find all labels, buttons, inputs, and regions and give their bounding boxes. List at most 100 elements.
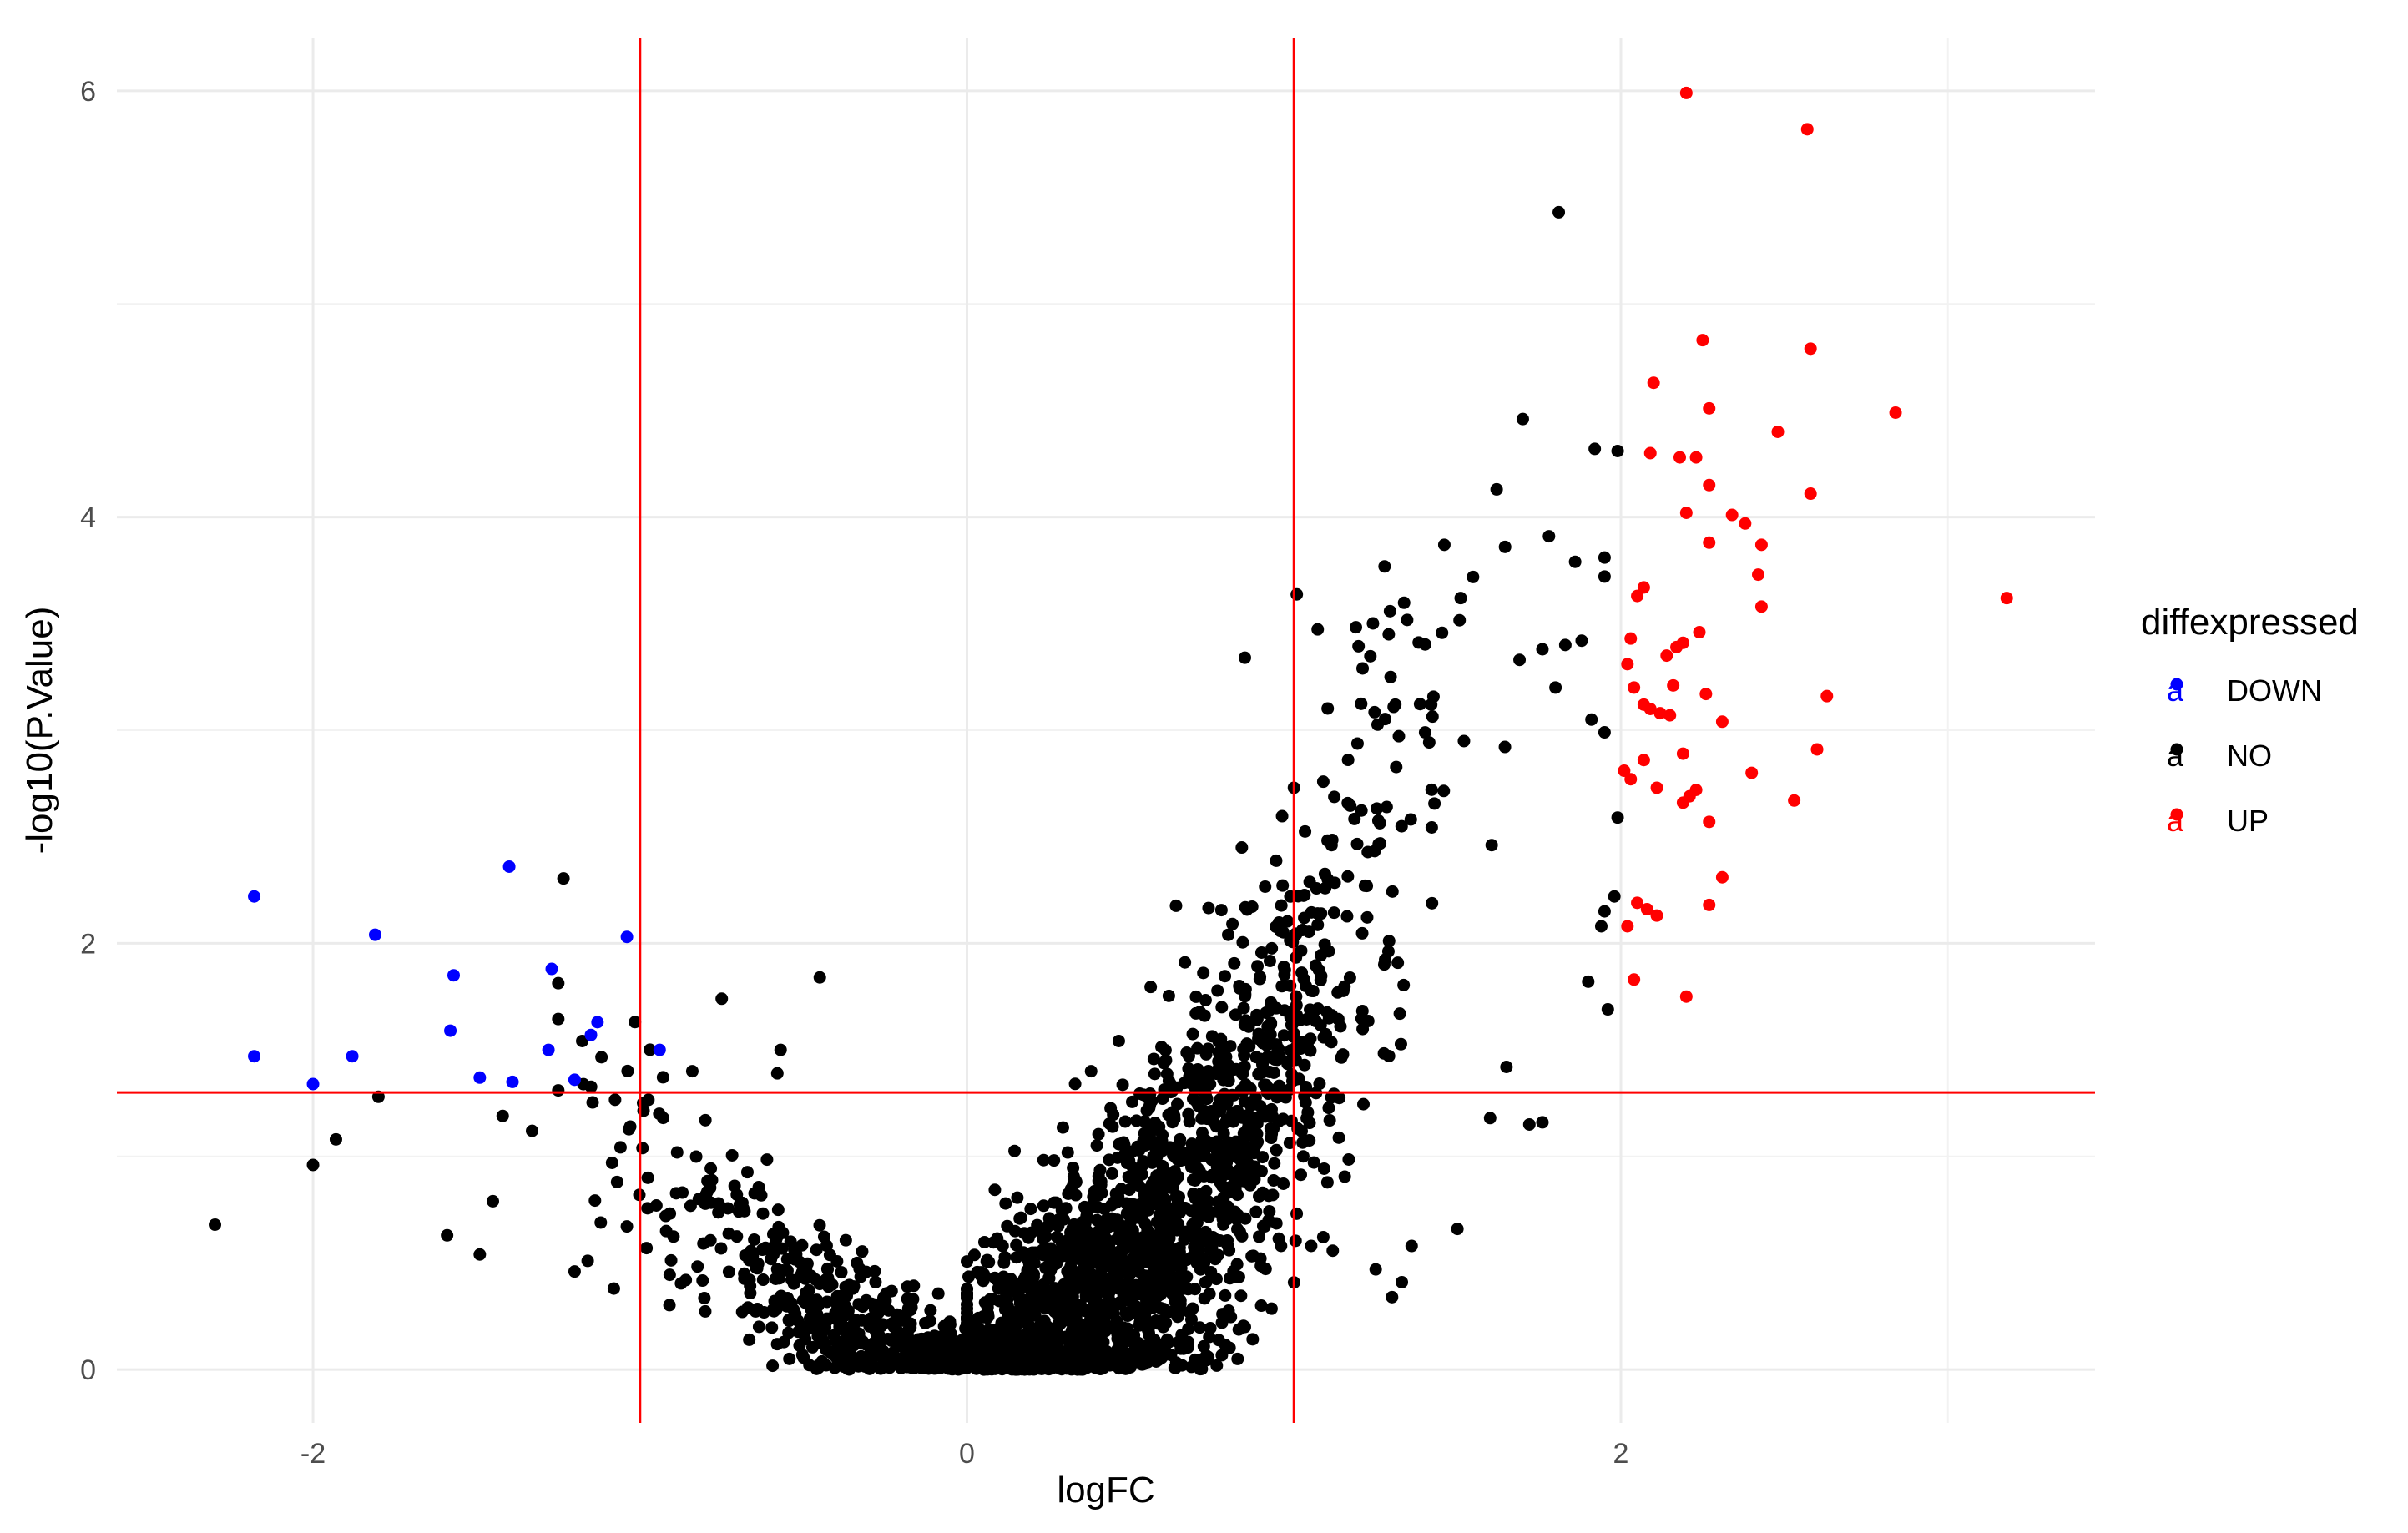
point-no: [1147, 1052, 1160, 1066]
point-no: [1467, 570, 1480, 583]
point-no: [526, 1124, 539, 1137]
point-no: [1193, 1321, 1206, 1334]
point-no: [1185, 1077, 1199, 1090]
point-no: [748, 1233, 761, 1246]
point-no: [1498, 540, 1512, 553]
point-no: [1114, 1223, 1128, 1237]
point-no: [1112, 1034, 1125, 1047]
point-no: [1036, 1334, 1049, 1348]
point-no: [1304, 1044, 1317, 1057]
point-no: [1100, 1273, 1113, 1286]
point-no: [1199, 1275, 1213, 1288]
point-up: [1676, 636, 1689, 649]
point-no: [698, 1291, 711, 1304]
point-up: [1715, 715, 1729, 729]
point-no: [728, 1179, 741, 1193]
point-down: [591, 1016, 604, 1029]
point-no: [1069, 1323, 1083, 1336]
point-no: [1262, 1189, 1275, 1203]
point-no: [923, 1314, 936, 1328]
point-no: [988, 1183, 1002, 1197]
point-no: [1317, 1162, 1330, 1175]
point-up: [1703, 898, 1716, 911]
point-no: [783, 1352, 796, 1365]
point-no: [1199, 1349, 1213, 1363]
point-no: [642, 1093, 655, 1107]
point-no: [1254, 946, 1268, 959]
point-no: [725, 1148, 739, 1162]
point-no: [1270, 1143, 1283, 1157]
point-no: [1498, 740, 1512, 754]
point-no: [1265, 996, 1278, 1009]
point-no: [1105, 1167, 1118, 1180]
point-no: [1092, 1188, 1105, 1202]
y-axis-title: -log10(P.Value): [19, 607, 60, 855]
point-no: [1215, 1316, 1229, 1329]
point-no: [1254, 1259, 1268, 1273]
point-no: [586, 1096, 599, 1109]
point-no: [1209, 1169, 1223, 1183]
point-no: [715, 992, 729, 1006]
point-no: [1195, 1126, 1209, 1139]
point-no: [1142, 1326, 1155, 1339]
point-up: [1820, 689, 1834, 703]
point-no: [699, 1304, 712, 1318]
point-no: [1277, 1177, 1290, 1190]
point-no: [1219, 1095, 1232, 1108]
point-no: [1241, 1157, 1254, 1170]
point-no: [1322, 945, 1335, 958]
point-no: [1333, 1092, 1346, 1105]
point-no: [685, 1065, 699, 1078]
point-no: [1125, 1095, 1138, 1108]
point-no: [770, 1338, 784, 1351]
point-down: [542, 1043, 555, 1056]
legend-label-up: UP: [2227, 804, 2269, 838]
point-no: [1168, 1109, 1181, 1122]
point-no: [1182, 1049, 1195, 1062]
point-no: [1382, 628, 1396, 641]
point-no: [1490, 482, 1503, 496]
point-no: [820, 1262, 834, 1275]
point-no: [1317, 1031, 1330, 1044]
point-no: [1155, 1041, 1169, 1054]
point-no: [1181, 1341, 1194, 1354]
point-down: [473, 1071, 487, 1084]
point-no: [1396, 1275, 1409, 1288]
point-up: [1739, 517, 1752, 530]
point-no: [756, 1207, 770, 1220]
point-no: [789, 1253, 802, 1266]
point-no: [989, 1332, 1002, 1345]
point-no: [640, 1242, 654, 1255]
point-no: [441, 1228, 454, 1242]
point-no: [978, 1362, 992, 1375]
point-up: [1628, 681, 1641, 694]
point-no: [1358, 879, 1371, 892]
point-no: [1003, 1283, 1017, 1297]
point-no: [1142, 1228, 1155, 1241]
point-no: [1350, 737, 1364, 750]
point-no: [605, 1156, 618, 1169]
point-no: [1483, 1112, 1497, 1125]
point-no: [830, 1254, 844, 1268]
point-no: [1187, 1188, 1200, 1201]
point-no: [1568, 555, 1582, 568]
point-no: [1214, 904, 1228, 917]
point-no: [1311, 623, 1325, 636]
point-no: [1305, 1239, 1318, 1253]
point-no: [1261, 1050, 1275, 1063]
point-no: [920, 1346, 933, 1359]
legend: diffexpressed a DOWN a NO a UP: [2141, 602, 2359, 838]
point-up: [1631, 896, 1644, 910]
point-no: [1090, 1213, 1103, 1227]
point-no: [906, 1293, 920, 1306]
point-up: [1624, 773, 1638, 786]
point-no: [846, 1319, 860, 1332]
point-no: [1120, 1197, 1133, 1210]
point-no: [1245, 900, 1259, 913]
point-no: [644, 1043, 657, 1056]
point-no: [1146, 1268, 1159, 1281]
point-no: [1425, 821, 1438, 835]
point-no: [1116, 1078, 1129, 1092]
point-no: [1032, 1349, 1045, 1363]
point-no: [696, 1274, 709, 1288]
